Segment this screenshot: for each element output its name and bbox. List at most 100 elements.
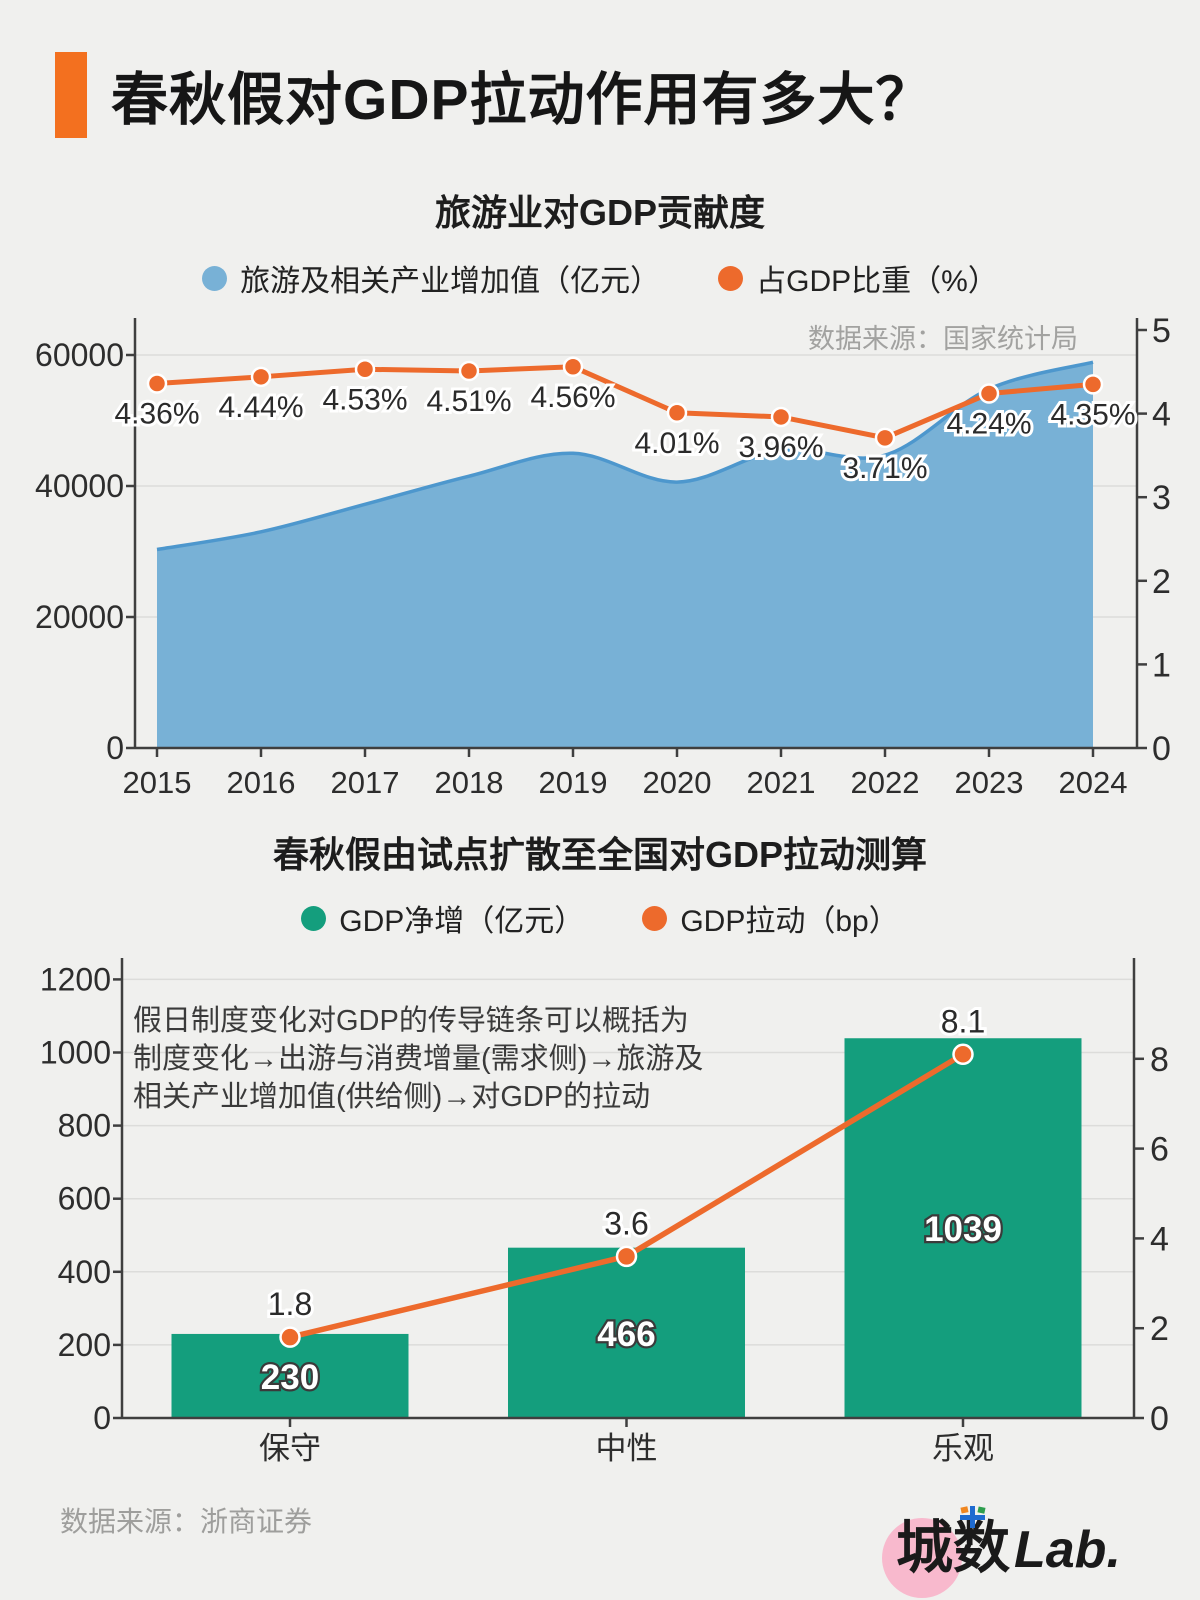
title-accent-bar <box>55 52 87 138</box>
pct-value-label: 4.51% <box>426 385 511 418</box>
chart2-legend: GDP净增（亿元） GDP拉动（bp） <box>0 896 1200 940</box>
chart2-annotation: 假日制度变化对GDP的传导链条可以概括为 制度变化→出游与消费增量(需求侧)→旅… <box>133 1002 703 1116</box>
footer-source: 数据来源：浙商证券 <box>60 1506 313 1537</box>
left-axis-tick-label: 20000 <box>35 599 124 635</box>
data-point-dot <box>458 360 480 382</box>
bar-保守 <box>171 1333 409 1418</box>
data-point-dot <box>615 1245 638 1268</box>
pct-value-label: 4.36% <box>114 398 199 431</box>
x-axis-label: 乐观 <box>932 1431 994 1466</box>
page-title: 春秋假对GDP拉动作用有多大？ <box>111 68 934 132</box>
right-axis-tick-label: 8 <box>1150 1041 1169 1079</box>
logo-pink-circle-icon <box>882 1518 962 1598</box>
legend-dot-green <box>301 905 327 931</box>
data-point-dot <box>978 383 1000 404</box>
pct-value-label: 4.44% <box>218 391 303 424</box>
left-axis-tick-label: 600 <box>58 1181 111 1217</box>
annotation-line: 假日制度变化对GDP的传导链条可以概括为 <box>133 1005 689 1037</box>
annotation-line: 相关产业增加值(供给侧)→对GDP的拉动 <box>133 1081 651 1113</box>
x-axis-label: 2020 <box>643 765 712 800</box>
x-axis-label: 2017 <box>331 765 400 800</box>
chart2-bar-line-chart: 230 466 1039 0 200 400 600 800 1000 1200 0 2 4 6 8 保守 中性… <box>40 958 1169 1466</box>
right-axis-tick-label: 0 <box>1150 1400 1169 1438</box>
right-axis-tick-label: 2 <box>1150 1310 1169 1348</box>
legend-item-area: 旅游及相关产业增加值（亿元） <box>202 256 660 300</box>
left-axis-tick-label: 200 <box>58 1327 111 1363</box>
right-axis-tick-label: 4 <box>1150 1220 1169 1258</box>
chart1-title: 旅游业对GDP贡献度 <box>434 192 765 233</box>
data-point-dot <box>354 359 376 380</box>
line-value-label: 3.6 <box>604 1205 648 1241</box>
pct-line-series <box>156 364 1094 441</box>
line-value-label: 1.8 <box>268 1286 312 1322</box>
pct-value-label: 3.96% <box>738 431 823 464</box>
x-axis-label: 2024 <box>1059 765 1128 800</box>
chart1-legend: 旅游及相关产业增加值（亿元） 占GDP比重（%） <box>0 256 1200 300</box>
data-point-dot <box>146 373 168 394</box>
x-axis-label: 2019 <box>539 765 608 800</box>
legend-dot-blue <box>202 265 228 291</box>
right-axis-tick-label: 6 <box>1150 1131 1169 1169</box>
left-axis-tick-label: 1200 <box>40 961 111 997</box>
legend-label: GDP净增（亿元） <box>339 905 585 938</box>
legend-item-line: GDP拉动（bp） <box>642 896 899 940</box>
pct-value-label: 4.01% <box>634 427 719 460</box>
x-axis-label: 保守 <box>259 1431 321 1466</box>
left-axis-tick-label: 0 <box>106 730 124 766</box>
data-point-dot <box>279 1326 301 1348</box>
chart2-plot: 230 466 1039 0 200 400 600 800 1000 1200 0 2 4 6 8 保守 中性… <box>40 958 1169 1466</box>
left-axis-tick-label: 800 <box>58 1108 111 1144</box>
right-axis-tick-label: 1 <box>1152 646 1171 684</box>
data-point-dot <box>770 406 792 428</box>
chart2-title: 春秋假由试点扩散至全国对GDP拉动测算 <box>272 834 927 875</box>
x-axis-label: 2022 <box>851 765 920 800</box>
data-point-dot <box>874 427 896 449</box>
pct-value-label: 4.53% <box>322 383 407 416</box>
logo-colored-strokes-icon <box>960 1506 986 1528</box>
legend-dot-orange <box>642 905 668 931</box>
legend-label: GDP拉动（bp） <box>680 905 899 938</box>
pct-value-label: 4.24% <box>946 408 1031 441</box>
line-value-label: 8.1 <box>941 1003 985 1039</box>
x-axis-label: 2015 <box>123 765 192 800</box>
x-axis-label: 2018 <box>435 765 504 800</box>
right-axis-tick-label: 0 <box>1152 730 1171 768</box>
data-point-dot <box>562 356 584 378</box>
x-axis-label: 2016 <box>227 765 296 800</box>
data-point-dot <box>1082 374 1104 395</box>
bar-value-label: 466 <box>597 1315 655 1354</box>
legend-dot-orange <box>718 265 744 291</box>
data-point-dot <box>666 402 688 424</box>
left-axis-tick-label: 400 <box>58 1254 111 1290</box>
chart1-source: 数据来源：国家统计局 <box>808 324 1078 354</box>
data-point-dot <box>952 1043 974 1066</box>
bar-value-label: 230 <box>261 1358 319 1397</box>
left-axis-tick-label: 40000 <box>35 468 124 504</box>
left-axis-tick-label: 0 <box>93 1400 111 1436</box>
bar-value-label: 1039 <box>924 1210 1002 1249</box>
left-axis-tick-label: 60000 <box>35 337 124 373</box>
legend-item-bar: GDP净增（亿元） <box>301 896 584 940</box>
area-outline <box>156 360 1094 552</box>
x-axis-label: 2023 <box>955 765 1024 800</box>
legend-item-line: 占GDP比重（%） <box>718 256 998 300</box>
pct-value-label: 3.71% <box>842 452 927 485</box>
pct-value-label: 4.35% <box>1050 398 1135 431</box>
page-header: 春秋假对GDP拉动作用有多大？ <box>55 52 934 138</box>
chart1-plot: 0 20000 40000 60000 0 1 2 3 4 5 2015 2016 2017 2018 20… <box>35 312 1171 800</box>
data-point-dot <box>250 366 272 388</box>
legend-label: 旅游及相关产业增加值（亿元） <box>240 265 661 298</box>
annotation-line: 制度变化→出游与消费增量(需求侧)→旅游及 <box>133 1043 704 1075</box>
right-axis-tick-label: 3 <box>1152 479 1171 517</box>
pct-value-label: 4.56% <box>530 381 615 414</box>
right-axis-tick-label: 5 <box>1152 312 1171 350</box>
right-axis-tick-label: 2 <box>1152 563 1171 601</box>
right-axis-tick-label: 4 <box>1152 396 1171 434</box>
legend-label: 占GDP比重（%） <box>756 265 998 298</box>
x-axis-label: 2021 <box>747 765 816 800</box>
left-axis-tick-label: 1000 <box>40 1035 111 1071</box>
brand-logo: 城数Lab. <box>882 1502 1121 1598</box>
logo-en-text: Lab. <box>1014 1521 1121 1579</box>
logo-cn-text: 城数 <box>896 1516 1010 1580</box>
x-axis-label: 中性 <box>596 1431 658 1466</box>
